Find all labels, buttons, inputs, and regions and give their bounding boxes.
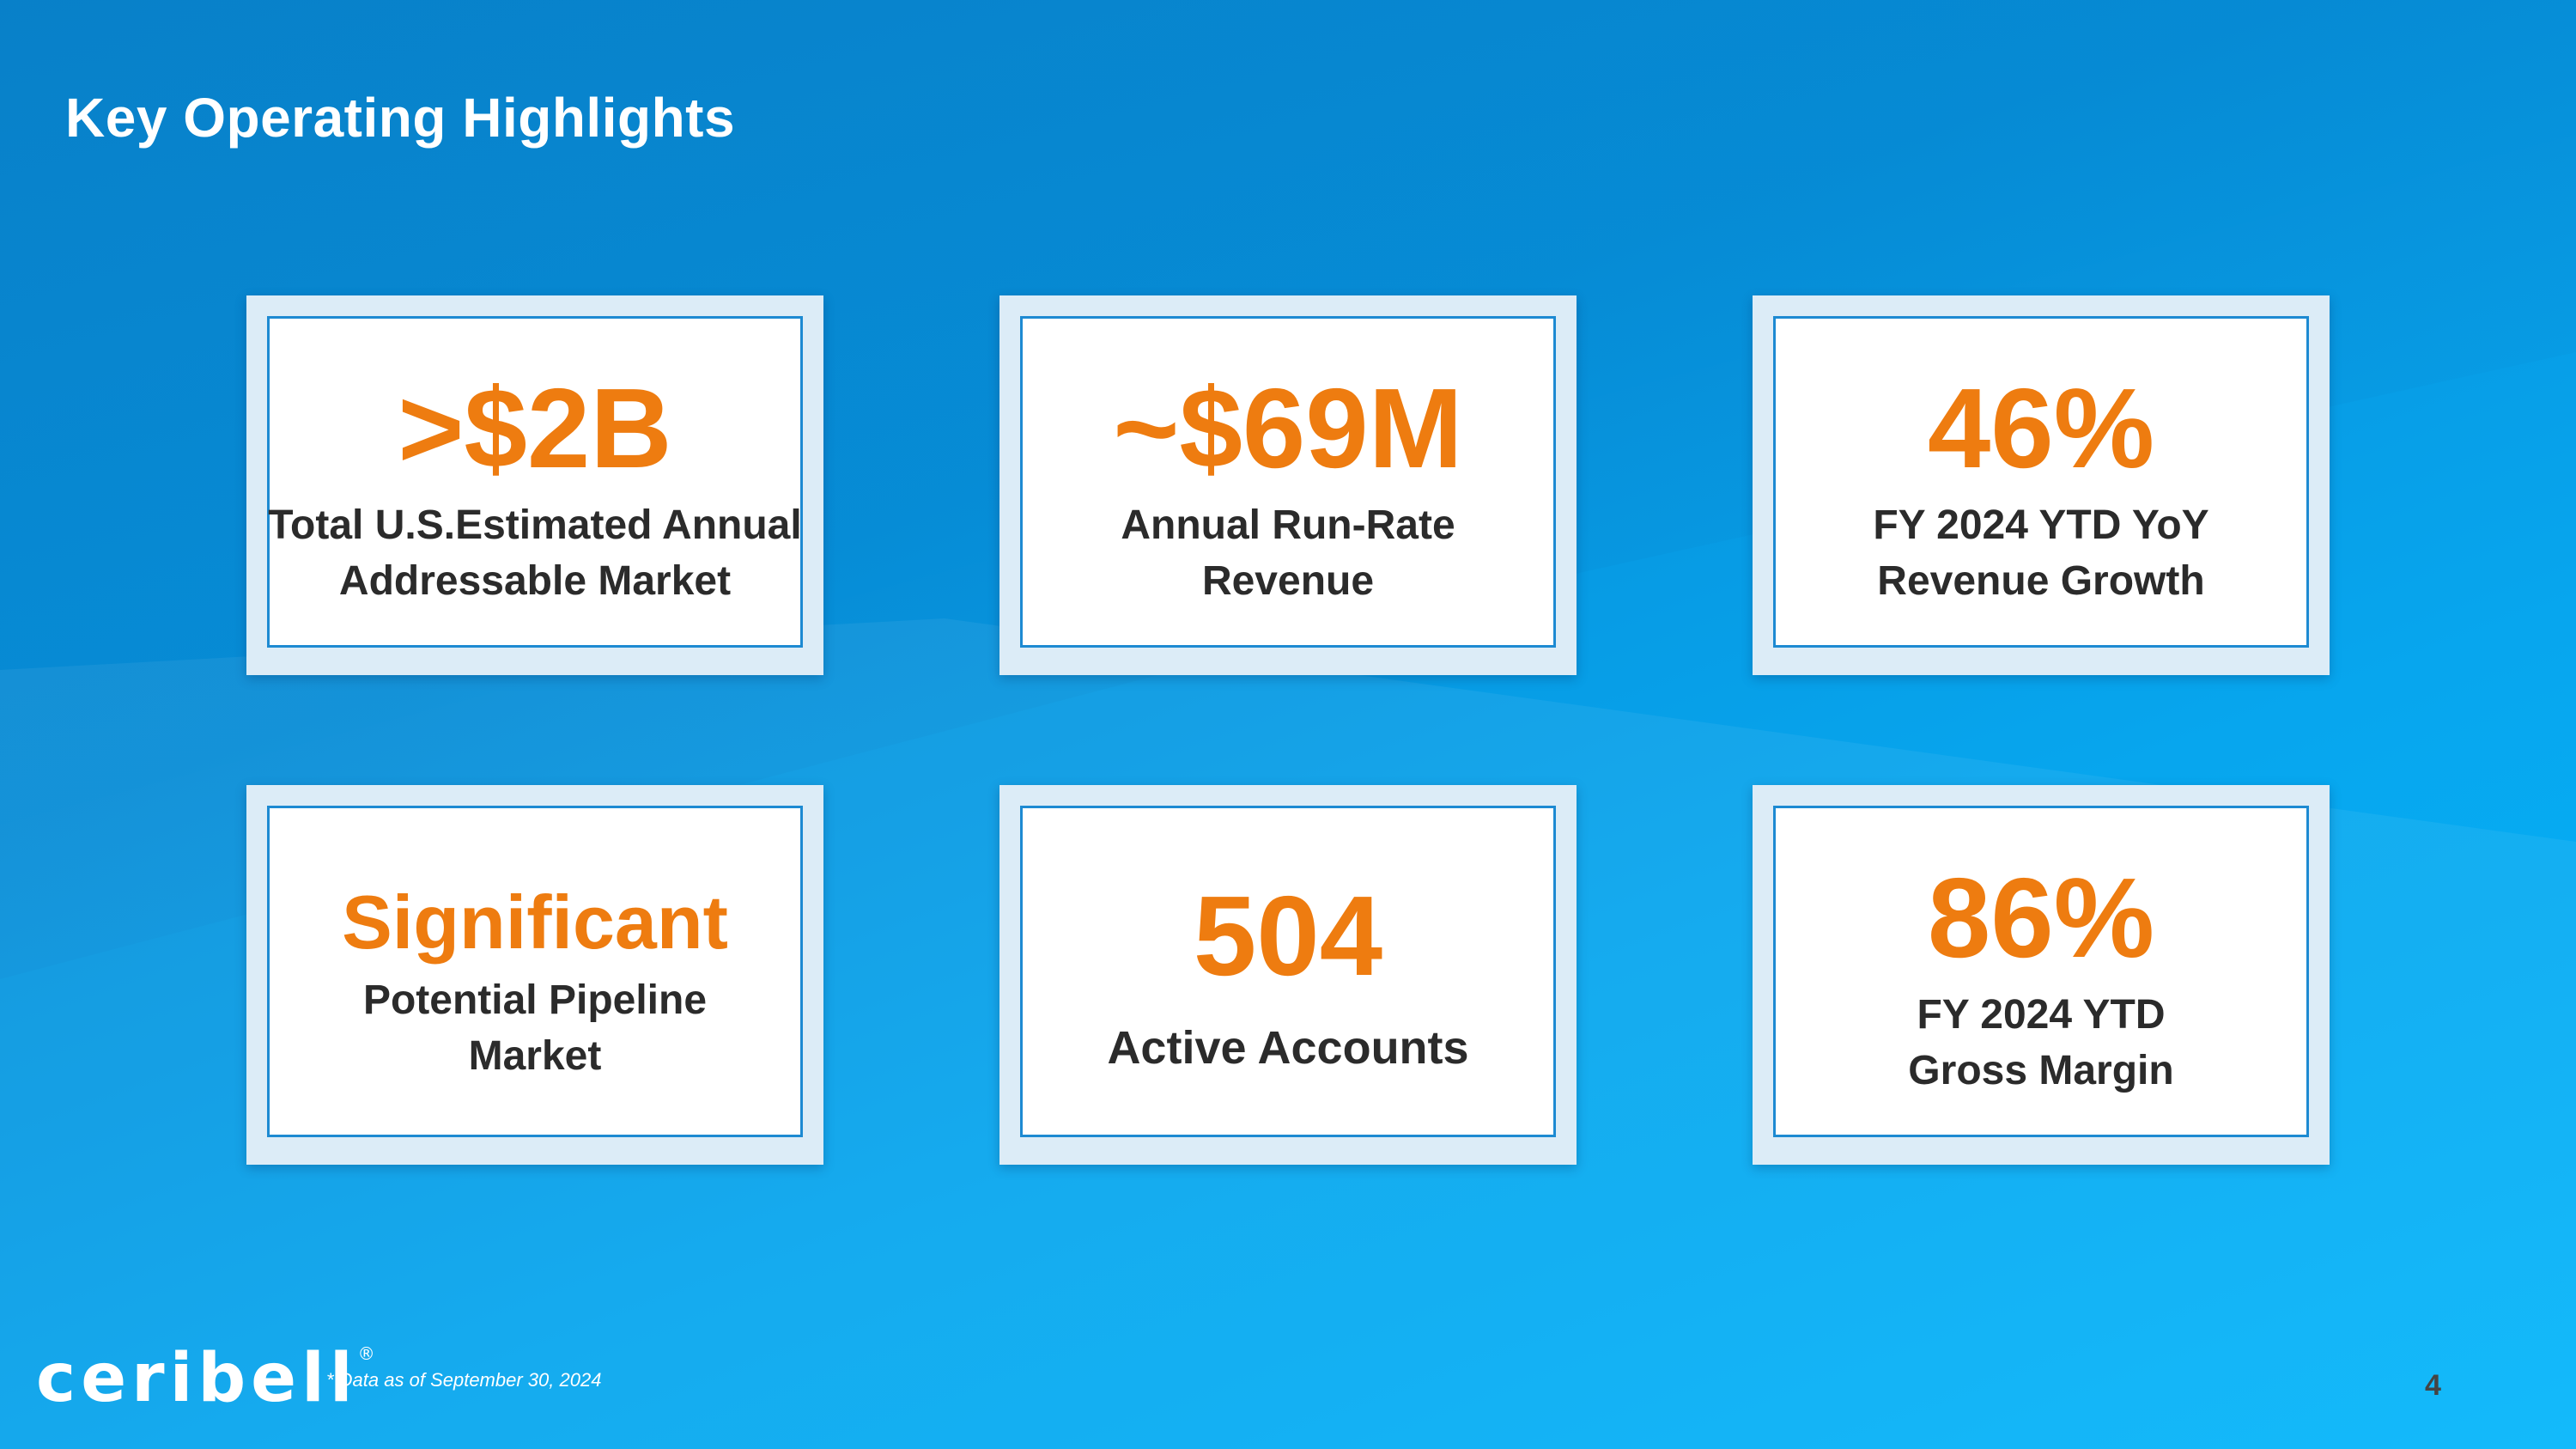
metric-value: >$2B xyxy=(398,364,672,491)
metric-label-line: Revenue xyxy=(1201,558,1375,604)
card-inner: 86% FY 2024 YTD Gross Margin xyxy=(1773,806,2309,1137)
metric-label-line: Market xyxy=(468,1033,602,1079)
highlight-card-run-rate: ~$69M Annual Run-Rate Revenue xyxy=(999,295,1577,675)
highlight-card-tam: >$2B Total U.S.Estimated Annual Addressa… xyxy=(246,295,823,675)
metric-label-line: Gross Margin xyxy=(1908,1048,2174,1093)
metric-label-line: FY 2024 YTD YoY xyxy=(1873,502,2209,548)
metric-label-line: Active Accounts xyxy=(1107,1022,1469,1075)
highlight-card-revenue-growth: 46% FY 2024 YTD YoY Revenue Growth xyxy=(1753,295,2330,675)
metric-label-line: Revenue Growth xyxy=(1877,558,2205,604)
metric-value: 46% xyxy=(1927,364,2155,491)
highlight-card-pipeline: Significant Potential Pipeline Market xyxy=(246,785,823,1165)
metric-value: ~$69M xyxy=(1113,364,1463,491)
metric-value: Significant xyxy=(342,879,728,965)
metric-value: 504 xyxy=(1193,873,1383,1000)
card-inner: Significant Potential Pipeline Market xyxy=(267,806,803,1137)
metric-label: FY 2024 YTD Gross Margin xyxy=(1908,987,2173,1099)
data-footnote: * Data as of September 30, 2024 xyxy=(326,1369,602,1391)
metric-label: FY 2024 YTD YoY Revenue Growth xyxy=(1873,497,2208,610)
metric-label-line: FY 2024 YTD xyxy=(1917,991,2166,1038)
metric-label-line: Annual Run-Rate xyxy=(1121,502,1455,548)
card-inner: 46% FY 2024 YTD YoY Revenue Growth xyxy=(1773,316,2309,648)
logo-wordmark: ceribell xyxy=(36,1340,358,1417)
metric-label: Total U.S.Estimated Annual Addressable M… xyxy=(268,497,801,610)
metric-label: Annual Run-Rate Revenue xyxy=(1121,497,1455,610)
card-inner: ~$69M Annual Run-Rate Revenue xyxy=(1020,316,1556,648)
metric-label-line: Total U.S.Estimated Annual xyxy=(268,502,802,548)
highlight-card-active-accounts: 504 Active Accounts xyxy=(999,785,1577,1165)
metric-label-line: Potential Pipeline xyxy=(362,977,708,1023)
card-inner: >$2B Total U.S.Estimated Annual Addressa… xyxy=(267,316,803,648)
slide-title: Key Operating Highlights xyxy=(65,87,736,149)
page-number: 4 xyxy=(2425,1369,2441,1402)
metric-label-line: Addressable Market xyxy=(338,558,732,604)
metric-label: Active Accounts xyxy=(1107,1017,1468,1080)
registered-mark: ® xyxy=(357,1343,375,1364)
highlight-card-gross-margin: 86% FY 2024 YTD Gross Margin xyxy=(1753,785,2330,1165)
ceribell-logo: ceribell® xyxy=(36,1340,375,1417)
metric-label: Potential Pipeline Market xyxy=(363,972,707,1085)
card-inner: 504 Active Accounts xyxy=(1020,806,1556,1137)
metric-value: 86% xyxy=(1927,854,2155,981)
